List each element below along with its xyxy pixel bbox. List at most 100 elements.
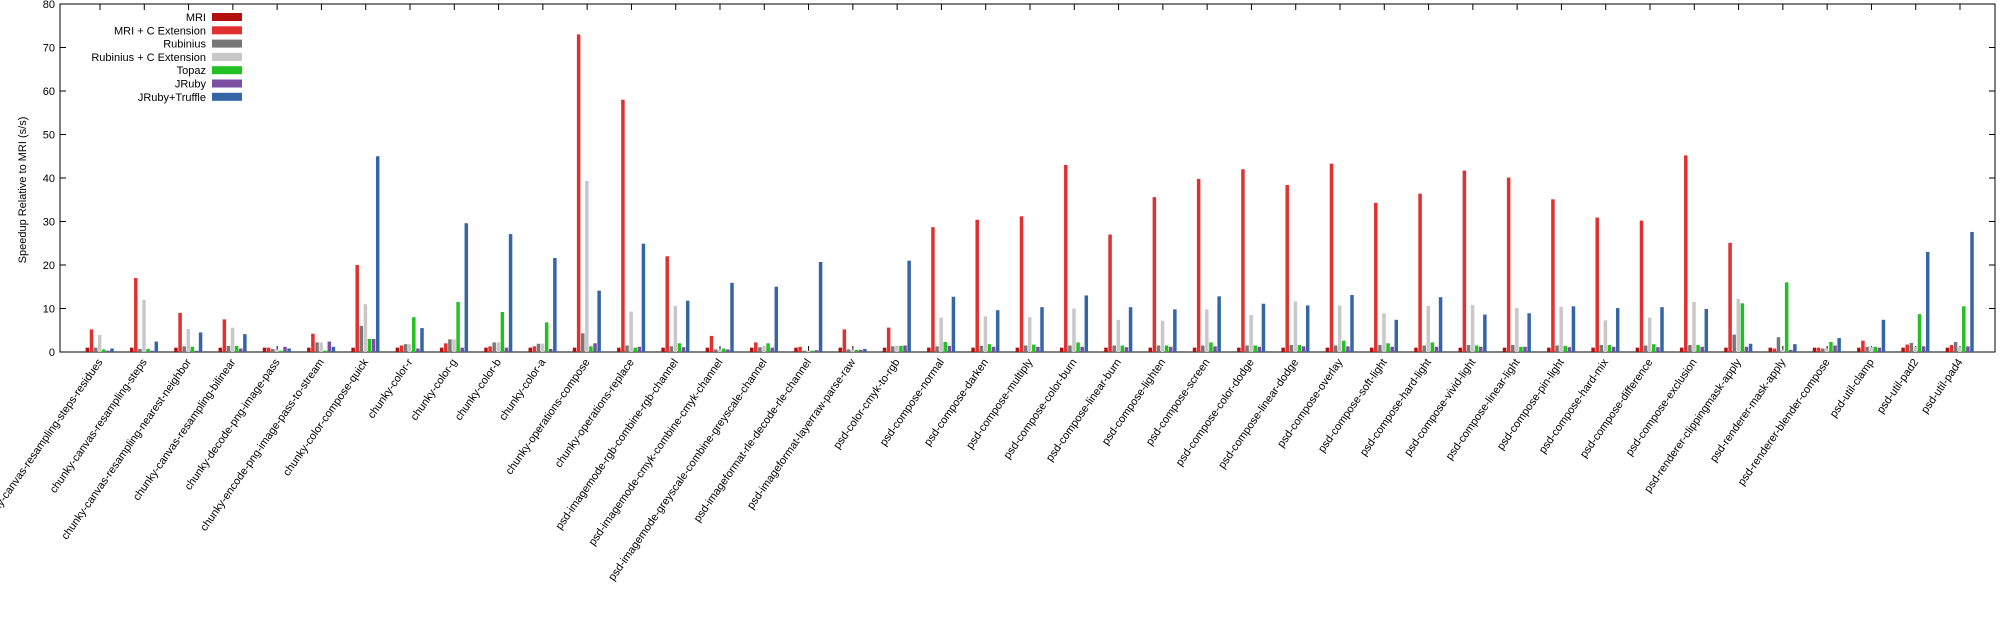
bar-jruby <box>549 348 553 352</box>
bar-mri <box>1635 347 1640 352</box>
bar-topaz <box>1563 345 1567 352</box>
bar-mri <box>1325 347 1330 352</box>
bar-topaz <box>1297 345 1302 352</box>
bar-rubinius-c-extension <box>1780 349 1785 352</box>
bar-mri-c-extension <box>1861 340 1865 352</box>
bar-mri-c-extension <box>1329 163 1334 352</box>
bar-jruby-truffle <box>1748 343 1753 352</box>
bar-jruby <box>1346 346 1350 352</box>
bar-jruby-truffle <box>1571 306 1576 352</box>
bar-rubinius-c-extension <box>629 311 633 352</box>
bar-rubinius <box>669 346 674 352</box>
bar-rubinius <box>1466 345 1471 352</box>
legend-swatch <box>212 79 242 88</box>
bar-jruby-truffle <box>1793 344 1797 352</box>
bar-rubinius <box>1333 345 1338 352</box>
bar-rubinius <box>1909 342 1914 352</box>
bar-jruby <box>1877 347 1882 352</box>
bar-rubinius-c-extension <box>1205 309 1209 352</box>
bar-topaz <box>1696 345 1700 352</box>
bar-rubinius-c-extension <box>1293 301 1298 352</box>
y-tick-label: 80 <box>43 0 55 11</box>
bar-rubinius <box>1378 345 1382 352</box>
y-tick-label: 60 <box>43 86 55 98</box>
bar-jruby-truffle <box>774 286 779 352</box>
bar-rubinius <box>93 347 98 352</box>
bar-rubinius-c-extension <box>1692 301 1696 352</box>
bar-mri <box>1591 347 1595 352</box>
bar-rubinius-c-extension <box>540 343 545 352</box>
bar-rubinius <box>1643 345 1648 352</box>
bar-jruby <box>239 348 243 352</box>
bar-rubinius-c-extension <box>806 350 811 352</box>
bar-jruby <box>1700 346 1704 352</box>
bar-jruby <box>1169 346 1173 352</box>
bar-jruby <box>1744 346 1749 352</box>
bar-jruby-truffle <box>331 346 336 352</box>
bar-rubinius-c-extension <box>452 339 456 352</box>
bar-rubinius <box>1200 345 1205 352</box>
bar-rubinius <box>1289 345 1294 352</box>
bar-rubinius-c-extension <box>850 349 855 352</box>
bar-rubinius-c-extension <box>1515 308 1519 352</box>
bar-jruby-truffle <box>154 341 159 352</box>
bar-jruby-truffle <box>863 348 867 352</box>
bar-jruby-truffle <box>420 328 424 352</box>
bar-topaz <box>1474 345 1479 352</box>
x-tick-label: psd-util-pad2 <box>1875 357 1921 416</box>
bar-topaz <box>1519 346 1523 352</box>
y-tick-label: 70 <box>43 43 55 55</box>
bar-mri-c-extension <box>1728 242 1732 352</box>
bar-mri-c-extension <box>1684 155 1688 352</box>
bar-jruby <box>1390 346 1394 352</box>
x-tick-label: psd-renderer-clippingmask-apply <box>1642 356 1744 495</box>
legend-swatch <box>212 92 242 101</box>
bar-topaz <box>1076 342 1080 352</box>
bar-rubinius <box>979 345 984 352</box>
bar-jruby-truffle <box>1837 338 1841 352</box>
bar-mri-c-extension <box>1595 217 1599 352</box>
bar-topaz <box>1253 345 1257 352</box>
bar-rubinius-c-extension <box>1426 305 1431 352</box>
bar-mri <box>1148 347 1153 352</box>
bar-topaz <box>500 311 505 352</box>
y-axis-label: Speedup Relative to MRI (s/s) <box>17 117 29 264</box>
bar-rubinius <box>138 348 142 352</box>
bar-mri <box>1945 347 1950 352</box>
bar-jruby-truffle <box>1660 307 1664 352</box>
bar-mri <box>484 347 488 352</box>
bar-topaz <box>722 348 726 352</box>
bar-rubinius <box>1156 345 1161 352</box>
bar-topaz <box>1917 314 1922 352</box>
bar-jruby-truffle <box>1084 295 1089 352</box>
bar-rubinius-c-extension <box>1957 346 1962 352</box>
bar-topaz <box>1164 345 1169 352</box>
bar-mri <box>129 347 134 352</box>
bar-mri <box>882 347 887 352</box>
bar-mri <box>307 347 311 352</box>
bar-mri-c-extension <box>842 329 847 352</box>
x-tick-label: psd-compose-linear-light <box>1444 357 1523 463</box>
bar-rubinius <box>1688 345 1692 352</box>
bar-jruby-truffle <box>1305 305 1310 352</box>
bar-jruby-truffle <box>1881 319 1886 352</box>
bar-mri <box>1414 347 1418 352</box>
bar-mri-c-extension <box>1064 164 1068 352</box>
bar-jruby <box>1257 346 1262 352</box>
bar-jruby <box>106 350 110 352</box>
bar-jruby <box>1833 345 1837 352</box>
bar-rubinius <box>1865 346 1869 352</box>
bars <box>85 34 1974 353</box>
bar-jruby <box>593 343 597 352</box>
bar-jruby-truffle <box>818 261 823 352</box>
bar-rubinius <box>625 345 629 352</box>
bar-jruby-truffle <box>995 310 1000 352</box>
bar-mri <box>838 347 843 352</box>
bar-rubinius <box>1820 348 1825 352</box>
x-tick-label: chunky-color-compose-quick <box>281 356 371 478</box>
bar-rubinius-c-extension <box>939 317 943 352</box>
bar-mri-c-extension <box>886 327 891 352</box>
bar-jruby <box>1301 346 1306 352</box>
bar-jruby <box>1213 346 1217 352</box>
